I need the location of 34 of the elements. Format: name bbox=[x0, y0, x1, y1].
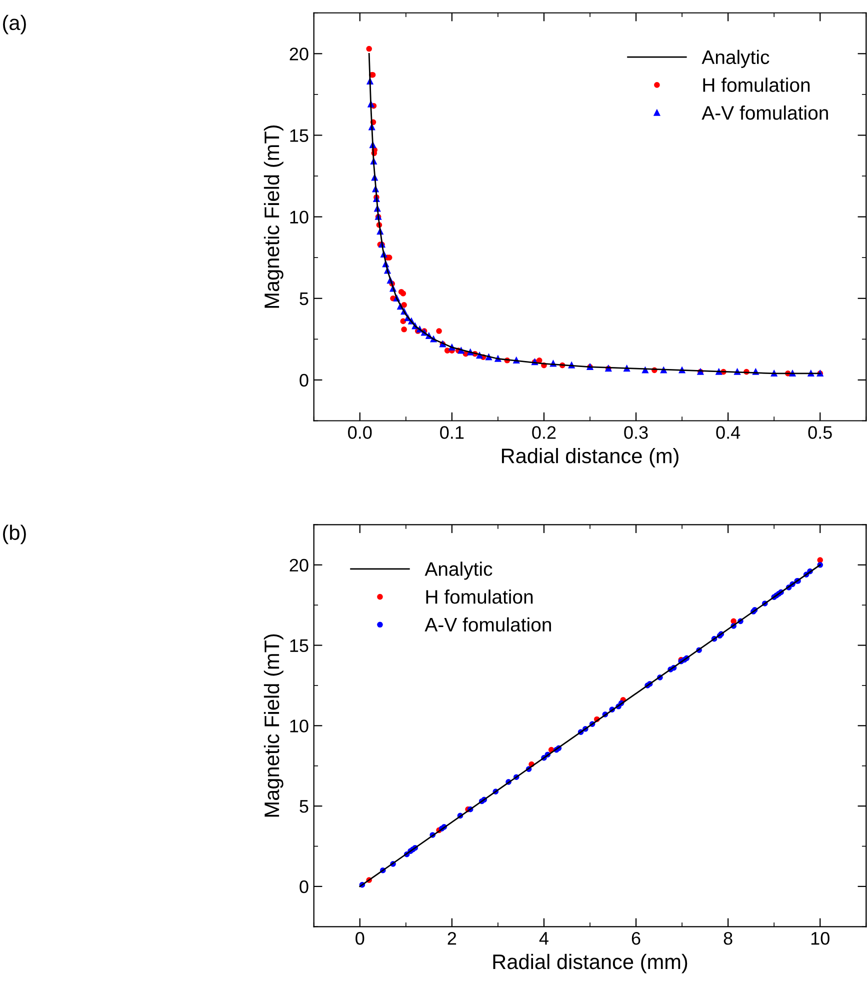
legend-label: H fomulation bbox=[426, 589, 533, 604]
x-tick-label: 10 bbox=[811, 932, 830, 945]
y-tick-label: 15 bbox=[290, 639, 308, 652]
x-tick-label: 8 bbox=[724, 932, 732, 945]
legend-label: A-V fomulation bbox=[702, 106, 828, 120]
x-tick-label: 6 bbox=[632, 932, 640, 945]
text: (b) bbox=[3, 524, 26, 544]
y-tick-label: 0 bbox=[300, 880, 308, 894]
y-tick-label: 0 bbox=[300, 374, 308, 387]
y-axis-title: Magnetic Field (mT) bbox=[264, 634, 284, 817]
text: (a) bbox=[3, 14, 26, 34]
y-tick-label: 20 bbox=[290, 48, 308, 60]
y-tick-label: 10 bbox=[290, 210, 308, 224]
x-tick-label: 0.4 bbox=[716, 426, 740, 439]
x-tick-label: 2 bbox=[448, 932, 456, 945]
x-tick-label: 4 bbox=[539, 932, 548, 945]
x-tick-label: 0.5 bbox=[808, 426, 832, 439]
x-tick-label: 0.3 bbox=[624, 426, 648, 439]
y-axis-title: Magnetic Field (mT) bbox=[264, 125, 284, 308]
legend-label: Analytic bbox=[702, 50, 770, 68]
x-tick-label: 0.1 bbox=[440, 426, 464, 439]
legend-label: H fomulation bbox=[703, 78, 810, 92]
x-axis-title: Radial distance (m) bbox=[502, 448, 678, 468]
y-tick-label: 15 bbox=[290, 129, 308, 142]
y-tick-label: 5 bbox=[300, 292, 308, 306]
y-tick-label: 5 bbox=[300, 800, 308, 813]
legend-label: A-V fomulation bbox=[424, 617, 551, 632]
legend-label: Analytic bbox=[424, 562, 492, 580]
x-tick-label: 0.2 bbox=[532, 426, 556, 439]
x-tick-label: 0.0 bbox=[348, 426, 372, 439]
x-axis-title: Radial distance (mm) bbox=[493, 954, 688, 974]
x-tick-label: 0 bbox=[356, 932, 364, 945]
y-tick-label: 10 bbox=[290, 720, 308, 732]
y-tick-label: 20 bbox=[290, 558, 308, 572]
